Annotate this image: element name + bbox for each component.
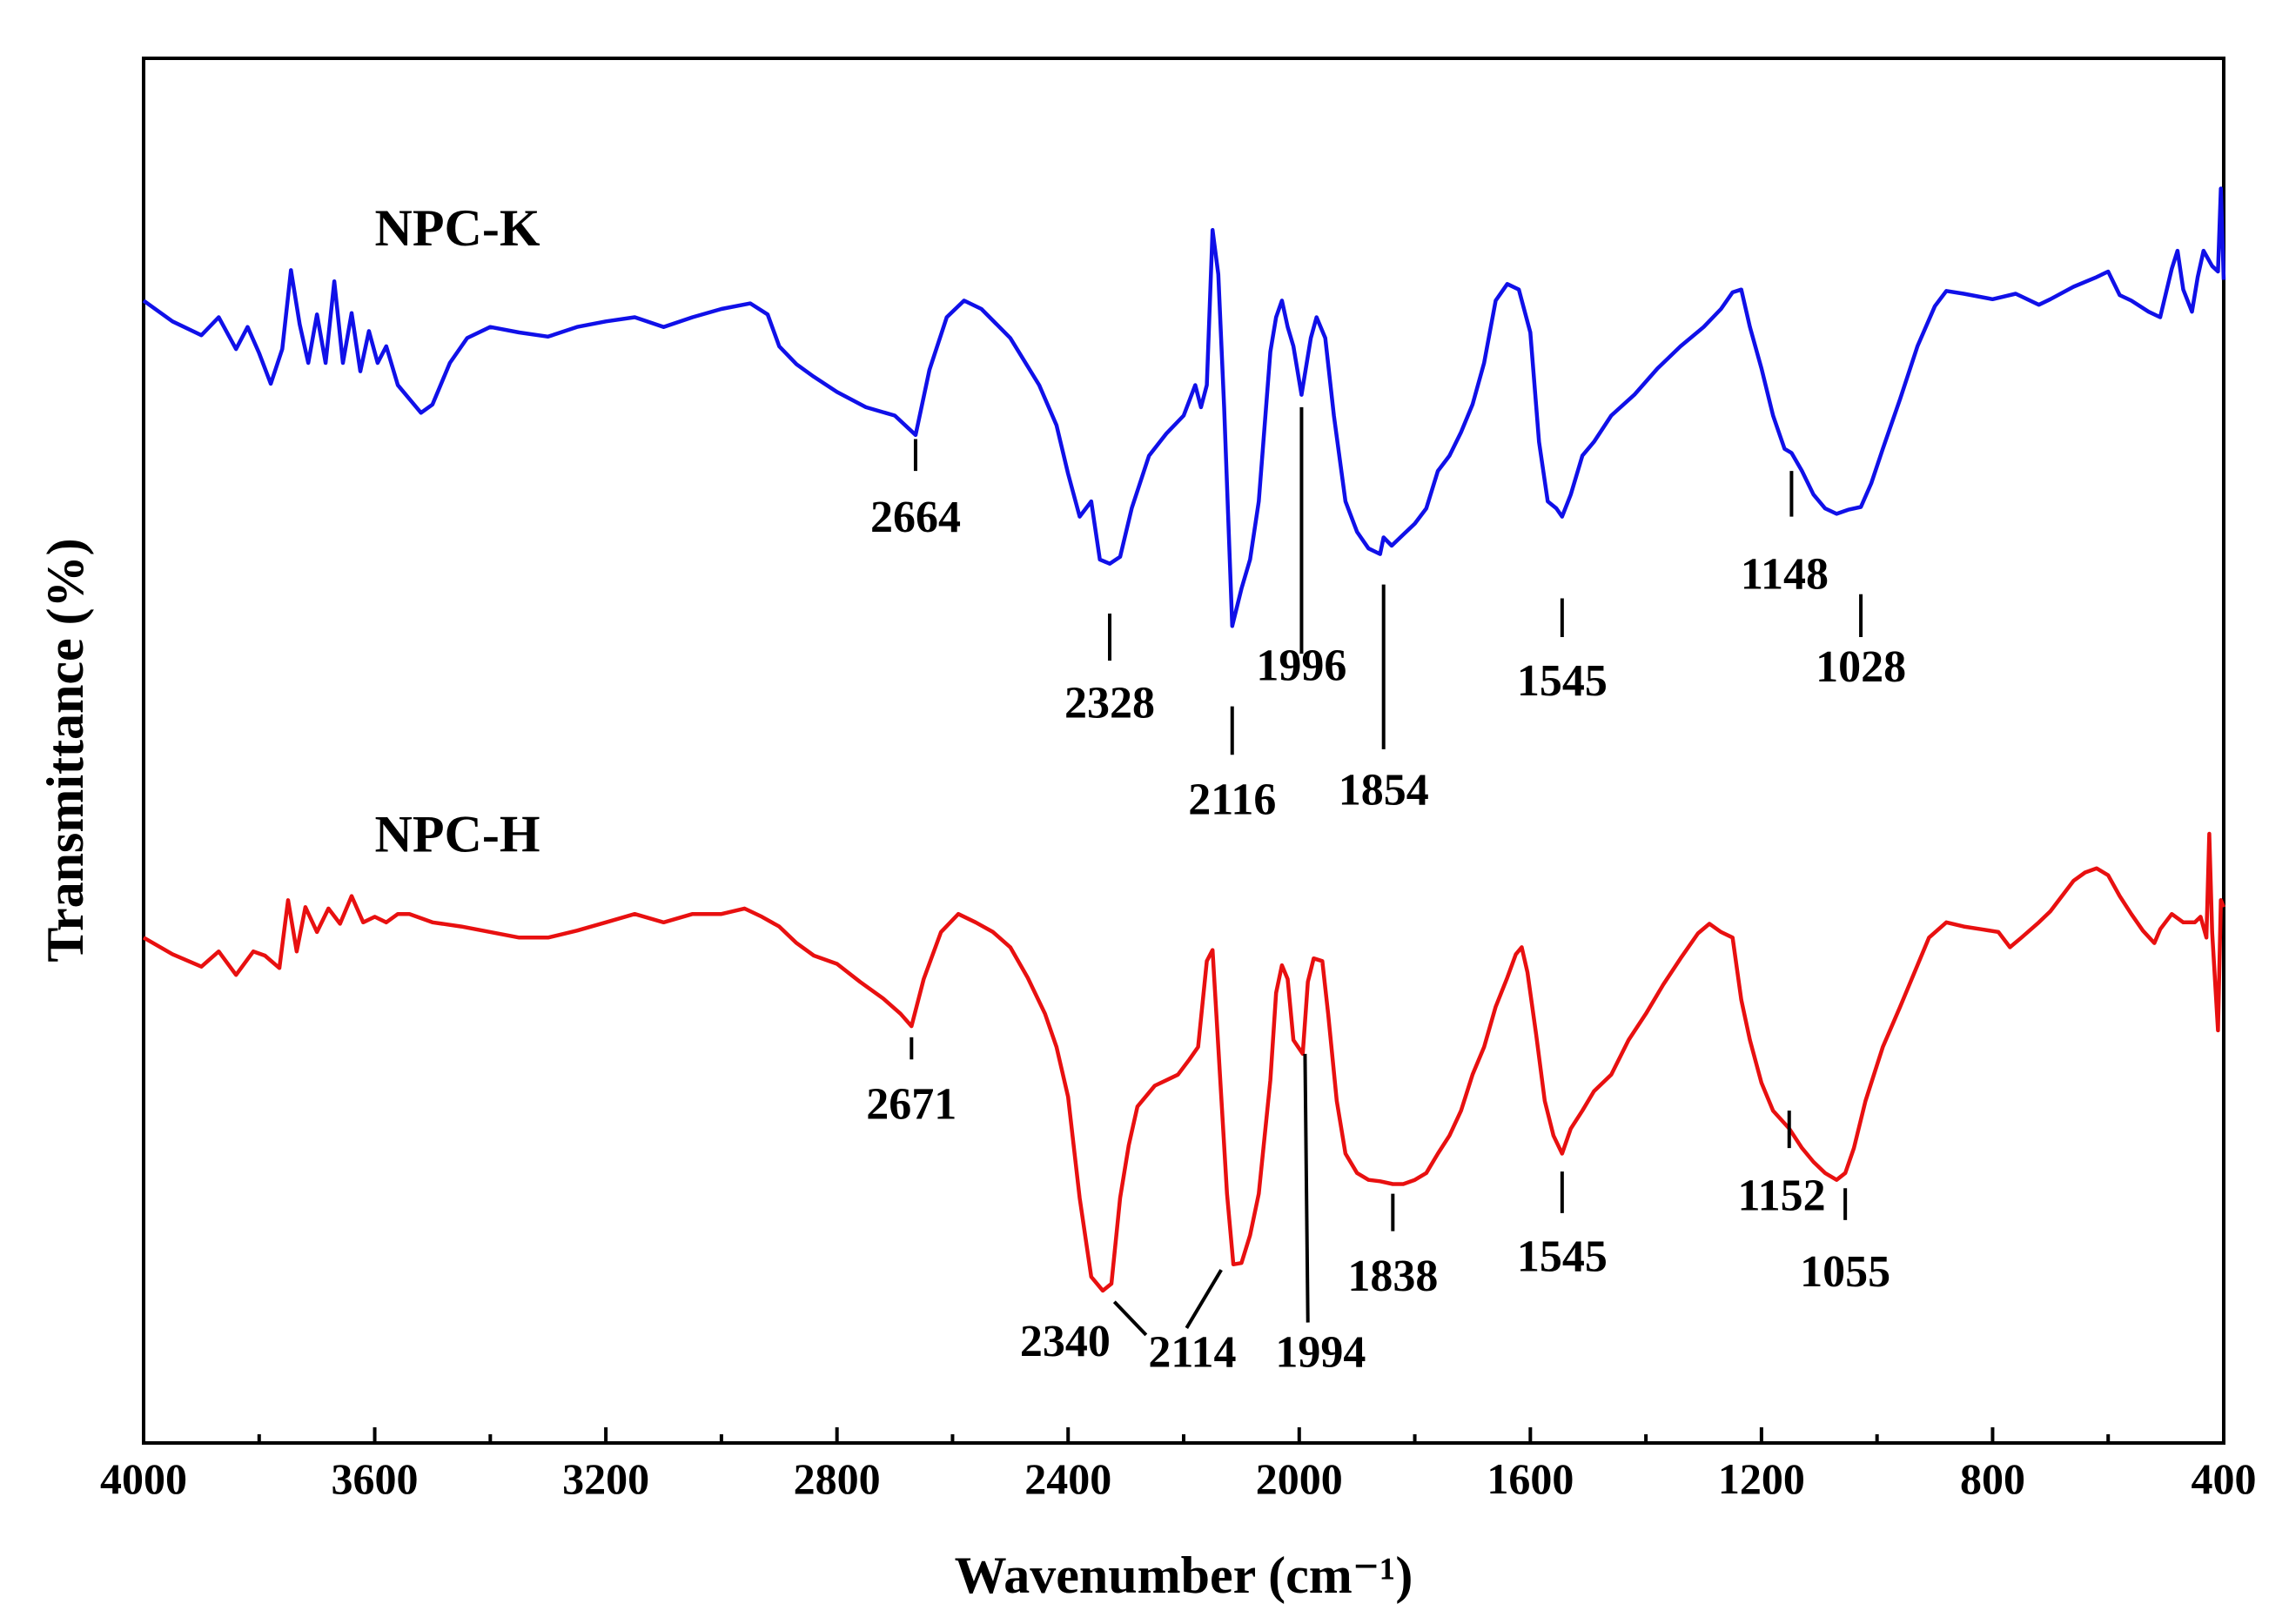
peak-label: 1148	[1741, 549, 1829, 599]
peak-label: 1854	[1339, 766, 1429, 815]
peak-label: 1055	[1800, 1247, 1890, 1297]
series-labels: NPC-K NPC-H	[375, 199, 540, 863]
x-tick-label: 2000	[1256, 1454, 1343, 1503]
peak-label: 1838	[1347, 1252, 1438, 1301]
series-line-npc-h	[142, 831, 2226, 1293]
series-label-npc-h: NPC-H	[375, 806, 540, 863]
x-tick-label: 1600	[1487, 1454, 1574, 1503]
peak-label: 1028	[1816, 642, 1906, 692]
peak-label: 2116	[1188, 775, 1276, 825]
plot-frame	[142, 57, 2225, 1445]
peak-label: 2671	[866, 1080, 957, 1130]
peak-tick	[1303, 1053, 1310, 1323]
peak-label: 1152	[1738, 1171, 1826, 1221]
peak-annotations: 2664 2328 2116 1996 1854 1545 1148 1028 2671 2340…	[866, 406, 1906, 1377]
x-tick-label: 2400	[1024, 1454, 1111, 1503]
series-lines	[142, 186, 2226, 1293]
x-axis-tick-labels: 4000 3600 3200 2800 2400 2000 1600 1200 800 400	[100, 1454, 2257, 1503]
series-label-npc-k: NPC-K	[375, 199, 540, 257]
x-tick-label: 1200	[1718, 1454, 1805, 1503]
y-axis-title: Transmittance (%)	[37, 538, 94, 962]
peak-tick	[1112, 1300, 1148, 1337]
series-line-npc-k	[142, 186, 2226, 628]
peak-tick	[1185, 1269, 1223, 1329]
peak-label: 1545	[1517, 656, 1608, 706]
x-tick-label: 4000	[100, 1454, 187, 1503]
peak-label: 2328	[1064, 678, 1155, 728]
x-tick-label: 3600	[332, 1454, 419, 1503]
x-tick-label: 3200	[562, 1454, 649, 1503]
peak-label: 2114	[1148, 1327, 1236, 1377]
peak-label: 2664	[870, 493, 961, 542]
peak-label: 1545	[1517, 1232, 1608, 1282]
x-axis-ticks	[142, 1427, 2225, 1443]
peak-label: 1996	[1256, 641, 1346, 690]
x-tick-label: 2800	[794, 1454, 881, 1503]
peak-label: 2340	[1020, 1317, 1111, 1366]
x-tick-label: 400	[2192, 1454, 2257, 1503]
x-tick-label: 800	[1960, 1454, 2025, 1503]
x-axis-title: Wavenumber (cm⁻¹)	[955, 1547, 1413, 1604]
peak-label: 1994	[1275, 1327, 1366, 1377]
